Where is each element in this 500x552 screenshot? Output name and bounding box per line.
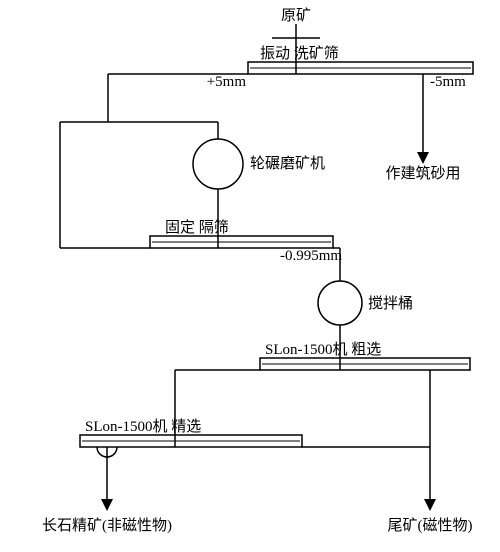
svg-text:-5mm: -5mm <box>430 74 466 90</box>
svg-text:-0.995mm: -0.995mm <box>280 248 342 264</box>
node-wheel-mill <box>193 139 243 189</box>
label-feldspar: 长石精矿(非磁性物) <box>42 517 172 534</box>
svg-text:SLon-1500机 精选: SLon-1500机 精选 <box>85 418 201 435</box>
node-mixer <box>318 281 362 325</box>
label-tailings: 尾矿(磁性物) <box>388 517 473 534</box>
label-mixer: 搅拌桶 <box>368 295 413 312</box>
stage-vib-wash: 振动 洗矿筛 +5mm -5mm <box>207 45 473 90</box>
label-wheel-mill: 轮碾磨矿机 <box>250 155 325 172</box>
svg-text:SLon-1500机 粗选: SLon-1500机 粗选 <box>265 341 381 358</box>
stage-slon-rough: SLon-1500机 粗选 <box>260 341 470 370</box>
svg-text:固定 隔筛: 固定 隔筛 <box>165 219 229 236</box>
svg-text:+5mm: +5mm <box>207 74 247 90</box>
label-raw-ore: 原矿 <box>281 7 311 24</box>
svg-text:振动 洗矿筛: 振动 洗矿筛 <box>260 45 339 62</box>
stage-slon-clean: SLon-1500机 精选 <box>80 418 302 457</box>
label-construction-sand: 作建筑砂用 <box>385 165 460 182</box>
stage-fixed-screen: 固定 隔筛 -0.995mm <box>150 219 342 264</box>
